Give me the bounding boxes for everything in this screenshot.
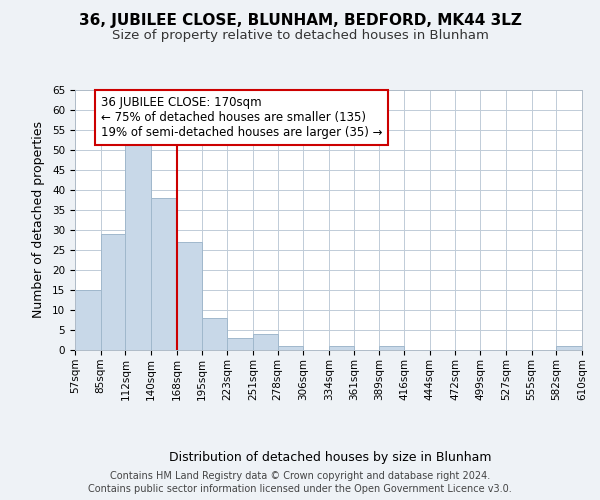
Bar [151,198,177,350]
Text: 36, JUBILEE CLOSE, BLUNHAM, BEDFORD, MK44 3LZ: 36, JUBILEE CLOSE, BLUNHAM, BEDFORD, MK4… [79,12,521,28]
Bar [278,346,303,350]
Text: Contains HM Land Registry data © Crown copyright and database right 2024.: Contains HM Land Registry data © Crown c… [110,471,490,481]
Bar [253,334,278,350]
Bar [556,346,582,350]
Text: Distribution of detached houses by size in Blunham: Distribution of detached houses by size … [169,451,491,464]
Text: 36 JUBILEE CLOSE: 170sqm
← 75% of detached houses are smaller (135)
19% of semi-: 36 JUBILEE CLOSE: 170sqm ← 75% of detach… [101,96,382,139]
Bar [227,338,253,350]
Y-axis label: Number of detached properties: Number of detached properties [32,122,45,318]
Text: Size of property relative to detached houses in Blunham: Size of property relative to detached ho… [112,29,488,42]
Bar [125,138,151,350]
Bar [329,346,354,350]
Bar [101,234,125,350]
Text: Contains public sector information licensed under the Open Government Licence v3: Contains public sector information licen… [88,484,512,494]
Bar [75,290,101,350]
Bar [202,318,227,350]
Bar [379,346,404,350]
Bar [177,242,202,350]
